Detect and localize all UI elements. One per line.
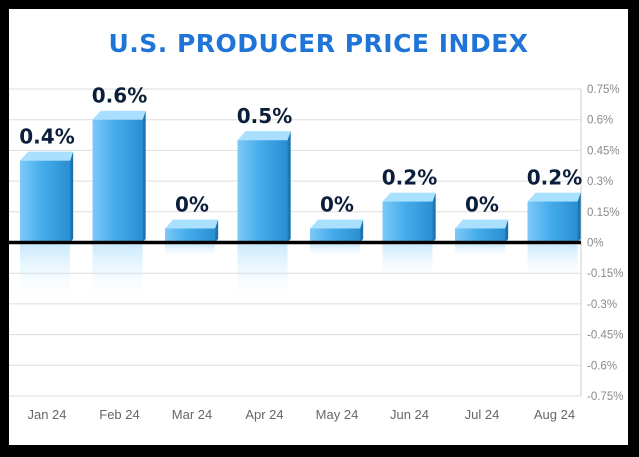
bar-reflection (92, 244, 143, 305)
data-label: 0.2% (382, 166, 437, 190)
y-tick-label: -0.6% (587, 360, 617, 372)
bar-reflection (455, 244, 505, 258)
bar (92, 119, 143, 243)
bar-top (455, 219, 509, 229)
bar-side (215, 219, 219, 243)
chart-title: U.S. PRODUCER PRICE INDEX (108, 29, 529, 58)
bar-top (382, 192, 436, 202)
bar-top (237, 131, 291, 141)
data-label: 0% (320, 193, 354, 217)
y-tick-label: 0.6% (587, 115, 613, 127)
bar-reflection (237, 244, 288, 305)
data-label: 0.4% (19, 125, 74, 149)
y-tick-label: -0.45% (587, 330, 623, 342)
bar (527, 201, 578, 243)
y-tick-label: 0% (587, 238, 604, 250)
bar-side (360, 219, 364, 243)
data-label: 0.5% (237, 104, 292, 128)
bar-side (142, 110, 146, 243)
bar-side (505, 219, 509, 243)
bar-chart: 0.75% 0.6% 0.45% 0.3% 0.15% 0% -0.15% -0.3% -0.4… (9, 84, 623, 422)
bar-reflection (527, 244, 578, 282)
y-tick-label: -0.3% (587, 299, 617, 311)
bar-top (20, 151, 74, 161)
bar-reflection (310, 244, 360, 258)
x-tick-label: Mar 24 (172, 407, 212, 422)
bar-top (165, 219, 219, 229)
bar (20, 160, 70, 243)
bar-reflection (20, 244, 70, 305)
bar (310, 228, 360, 243)
bar-reflection (165, 244, 215, 258)
y-tick-label: 0.75% (587, 84, 620, 96)
x-tick-label: Jun 24 (390, 407, 429, 422)
bar (237, 140, 288, 243)
bar-side (577, 192, 581, 243)
data-label: 0.2% (527, 166, 582, 190)
y-tick-label: -0.75% (587, 391, 623, 403)
data-label: 0% (465, 193, 499, 217)
bar-side (432, 192, 436, 243)
bar (455, 228, 505, 243)
y-tick-label: 0.3% (587, 176, 613, 188)
data-label: 0% (175, 193, 209, 217)
bar-top (310, 219, 364, 229)
x-tick-label: Feb 24 (99, 407, 139, 422)
bar-reflection (382, 244, 433, 282)
y-tick-label: -0.15% (587, 268, 623, 280)
x-tick-label: Aug 24 (534, 407, 575, 422)
bar (165, 228, 215, 243)
y-tick-label: 0.15% (587, 207, 620, 219)
bar-side (287, 131, 291, 243)
y-tick-label: 0.45% (587, 145, 620, 157)
bar (382, 201, 433, 243)
x-tick-label: Jan 24 (27, 407, 66, 422)
bar-side (70, 151, 74, 243)
bar-top (92, 110, 146, 120)
data-label: 0.6% (92, 84, 147, 108)
chart-frame: U.S. PRODUCER PRICE INDEX 0.75% 0.6% 0.45%… (9, 9, 628, 445)
bar-top (527, 192, 581, 202)
x-tick-label: Jul 24 (465, 407, 500, 422)
x-tick-label: Apr 24 (245, 407, 283, 422)
x-tick-label: May 24 (316, 407, 359, 422)
